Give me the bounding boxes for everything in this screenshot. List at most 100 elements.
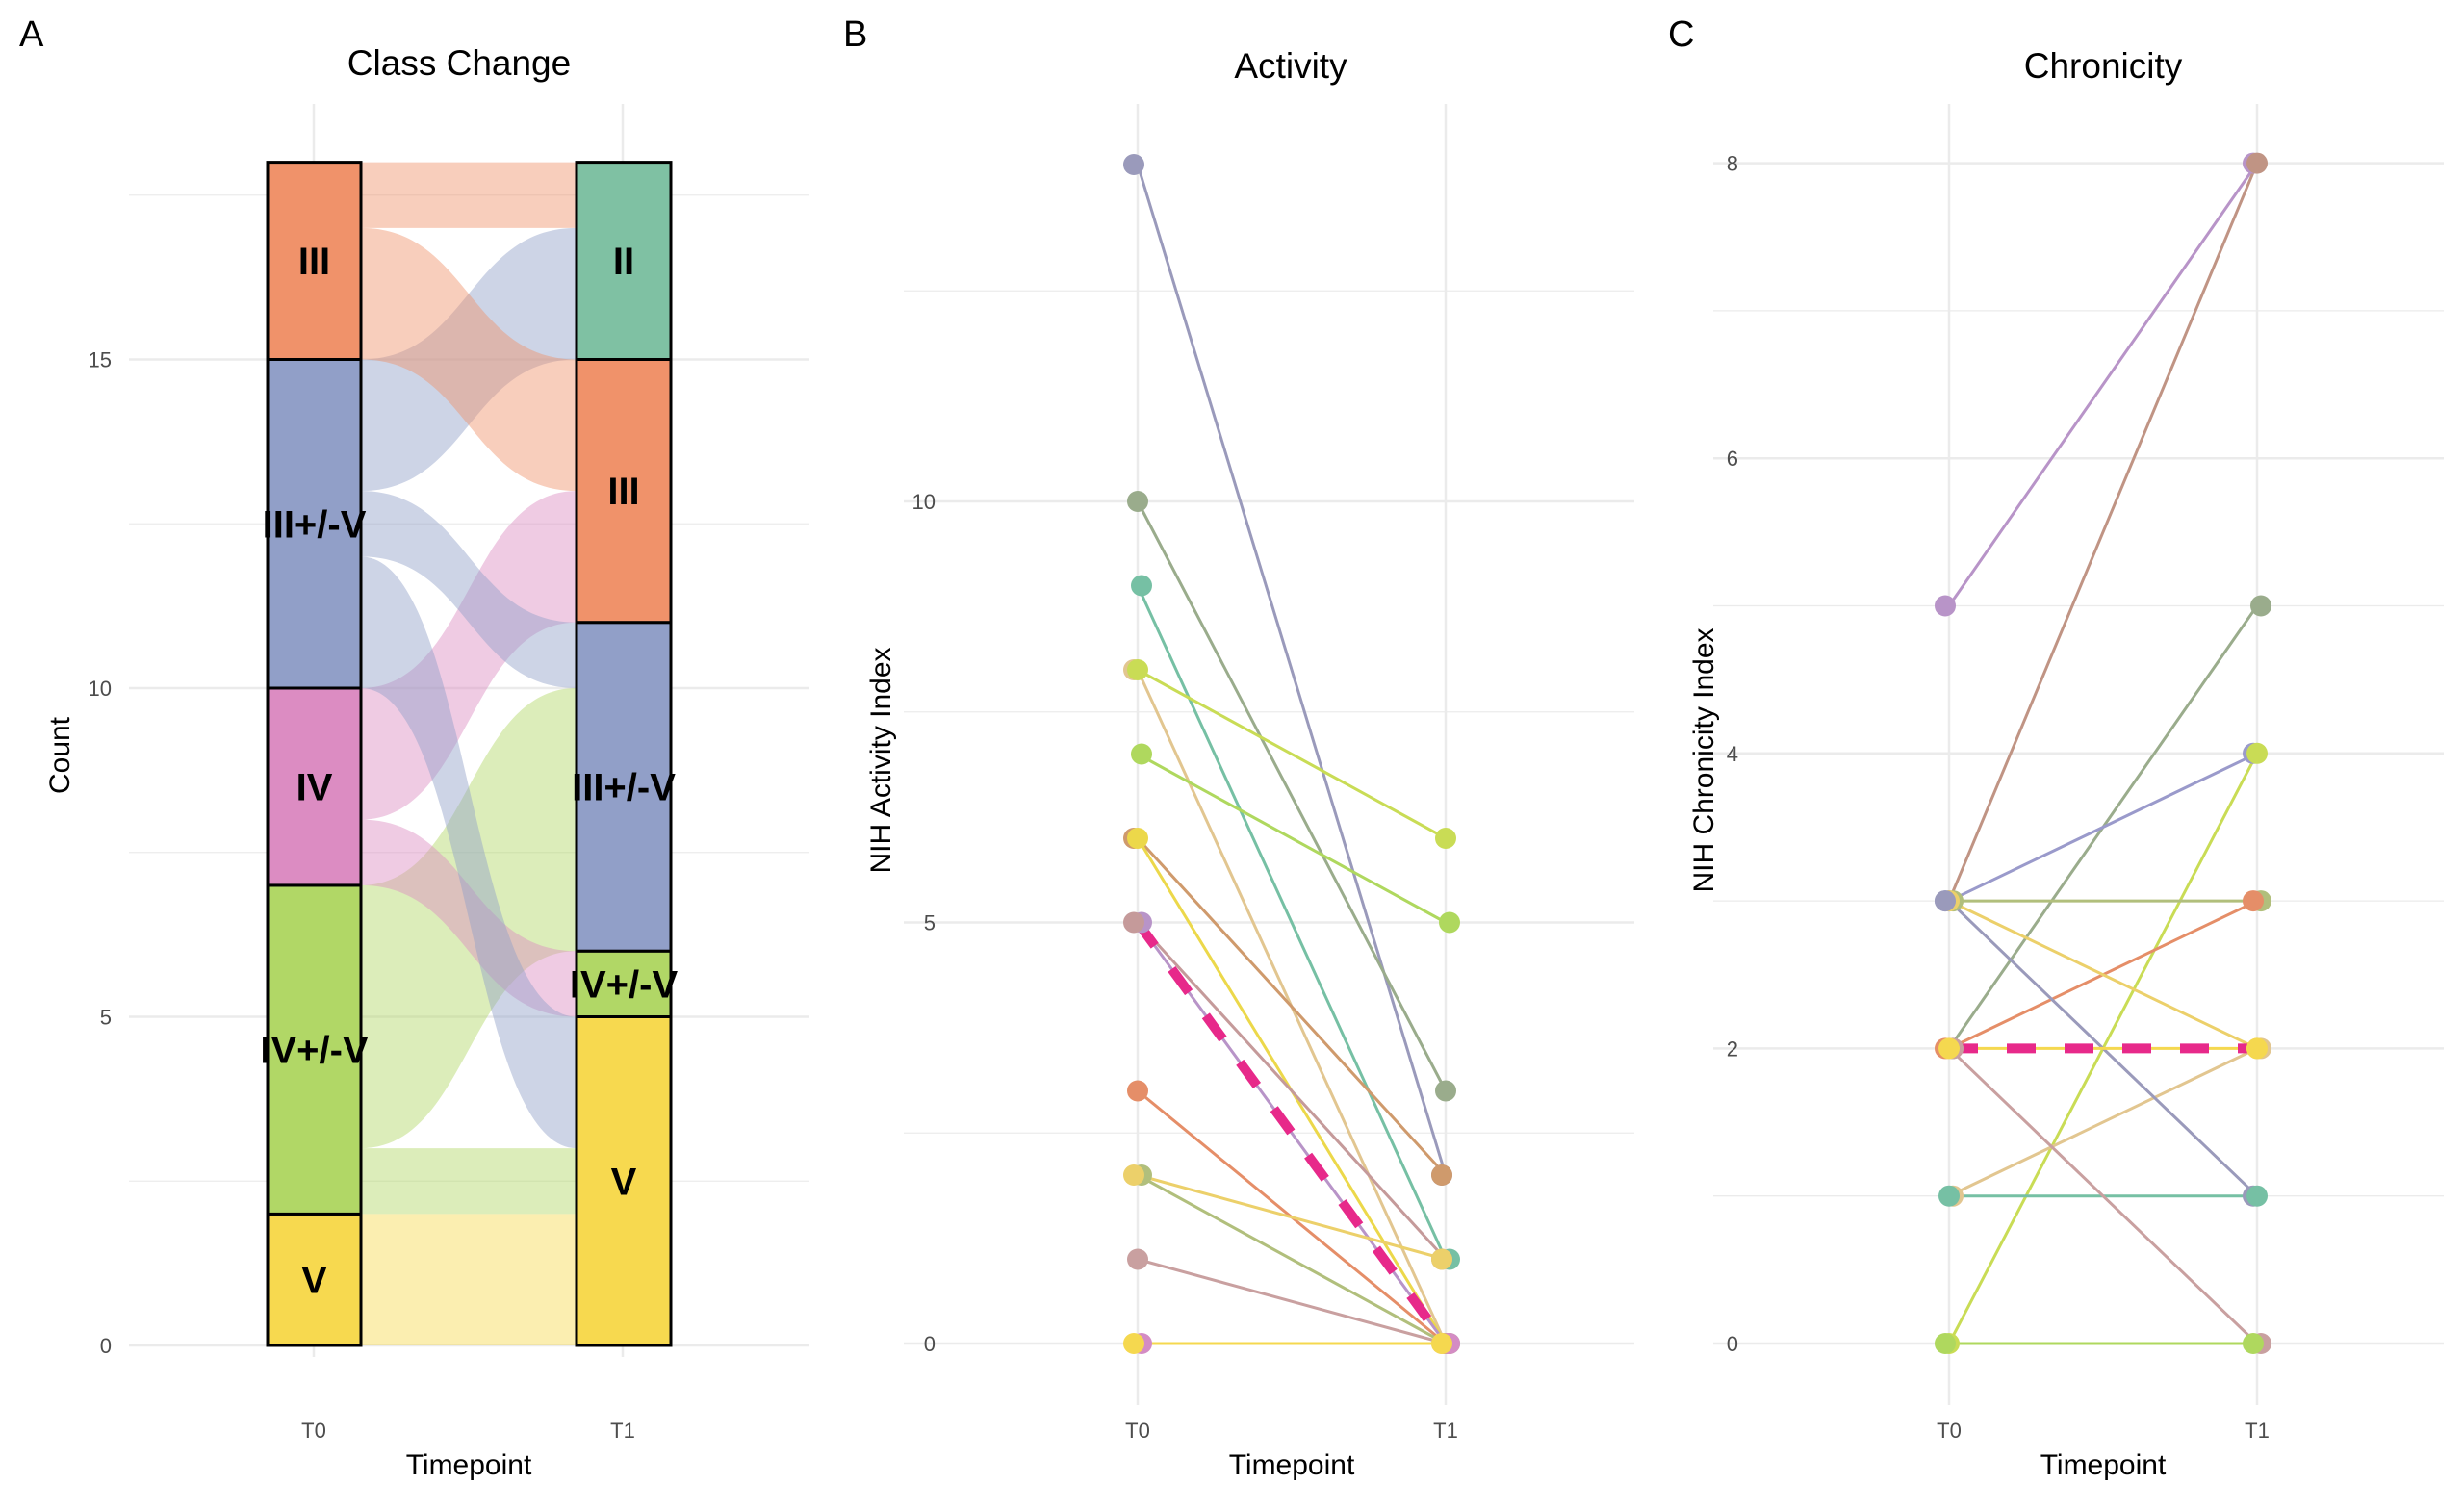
data-point bbox=[1127, 491, 1148, 512]
y-tick-label: 0 bbox=[924, 1332, 936, 1356]
data-point bbox=[1127, 828, 1148, 849]
y-tick-label: 2 bbox=[1727, 1037, 1738, 1061]
x-tick-label: T1 bbox=[1433, 1419, 1458, 1443]
y-tick-label: 4 bbox=[1727, 742, 1738, 766]
stratum-box bbox=[266, 358, 363, 690]
stratum-label: III bbox=[298, 241, 330, 283]
panel-b-activity: 0 5 10 T0 T1 bbox=[904, 104, 1634, 1443]
y-tick-label: 15 bbox=[89, 348, 112, 372]
data-point bbox=[1123, 154, 1144, 175]
flow-ribbon bbox=[361, 688, 577, 1149]
flow-ribbon bbox=[361, 556, 577, 1149]
flow-ribbon bbox=[361, 491, 577, 688]
data-point bbox=[1131, 743, 1152, 765]
data-point bbox=[1127, 659, 1148, 680]
y-tick-label: 5 bbox=[100, 1006, 112, 1030]
panel-c-ylabel: NIH Chronicity Index bbox=[1688, 627, 1720, 892]
flow-ribbon bbox=[361, 1214, 577, 1345]
y-tick-label: 8 bbox=[1727, 152, 1738, 176]
panel-b-xlabel: Timepoint bbox=[1229, 1449, 1355, 1481]
data-point bbox=[2246, 1185, 2268, 1207]
data-point bbox=[2250, 595, 2272, 617]
data-point bbox=[2243, 1333, 2264, 1354]
flow-ribbon bbox=[361, 1148, 577, 1215]
series-line bbox=[1947, 163, 2259, 902]
stratum-label: II bbox=[613, 241, 634, 283]
series-line bbox=[1136, 921, 1448, 1261]
series-line bbox=[1948, 899, 2258, 1050]
panel-a-ylabel: Count bbox=[44, 716, 76, 794]
stratum-box bbox=[266, 161, 363, 361]
data-point bbox=[1935, 1333, 1956, 1354]
data-point bbox=[1935, 890, 1956, 912]
stratum-label: III+/-V bbox=[263, 503, 367, 546]
series-line bbox=[1947, 1047, 2259, 1345]
panel-a-alluvial: 0 5 10 15 T0 T1 V IV+/-V IV III+/-V III V IV+/-V III+… bbox=[89, 104, 809, 1443]
stratum-box bbox=[575, 621, 673, 953]
x-tick-label: T0 bbox=[1125, 1419, 1150, 1443]
x-tick-label: T0 bbox=[301, 1419, 326, 1443]
y-tick-label: 0 bbox=[1727, 1332, 1738, 1356]
stratum-label: IV+/-V bbox=[260, 1030, 369, 1072]
stratum-box bbox=[575, 358, 673, 625]
y-tick-label: 0 bbox=[100, 1334, 112, 1358]
panel-c-chronicity: 0 2 4 6 8 T0 T1 bbox=[1713, 104, 2444, 1443]
data-point bbox=[1435, 1080, 1456, 1102]
panel-c-xlabel: Timepoint bbox=[2040, 1449, 2167, 1481]
data-point bbox=[1123, 911, 1144, 934]
series-line bbox=[1136, 500, 1448, 1092]
series-line bbox=[1137, 1258, 1447, 1345]
stratum-box bbox=[575, 1015, 673, 1347]
data-point bbox=[1127, 1248, 1148, 1270]
series-line bbox=[1136, 921, 1448, 1344]
panel-b-title: Activity bbox=[1234, 46, 1348, 86]
data-point bbox=[1431, 1164, 1452, 1186]
y-tick-label: 10 bbox=[89, 677, 112, 701]
series-line bbox=[1137, 1173, 1447, 1345]
data-point bbox=[1431, 1333, 1452, 1354]
panel-c-title: Chronicity bbox=[2024, 46, 2183, 86]
x-tick-label: T0 bbox=[1937, 1419, 1962, 1443]
stratum-label: V bbox=[611, 1161, 637, 1203]
series-line bbox=[1137, 668, 1447, 840]
data-point bbox=[2246, 1037, 2268, 1060]
x-tick-label: T1 bbox=[2245, 1419, 2270, 1443]
series-line bbox=[1948, 752, 2258, 903]
panel-a-xlabel: Timepoint bbox=[406, 1449, 532, 1481]
panel-a-title: Class Change bbox=[347, 43, 571, 83]
series-line bbox=[1948, 1047, 2258, 1198]
flow-ribbon bbox=[361, 819, 577, 1017]
panel-b-ylabel: NIH Activity Index bbox=[865, 647, 897, 873]
y-tick-label: 10 bbox=[912, 490, 936, 514]
flow-ribbon bbox=[361, 227, 577, 492]
data-point bbox=[1439, 911, 1460, 934]
data-point bbox=[1938, 1037, 1960, 1060]
flow-ribbon bbox=[361, 162, 577, 228]
data-point bbox=[2246, 152, 2268, 174]
data-point bbox=[1131, 575, 1152, 597]
series-line bbox=[1947, 162, 2259, 607]
data-point bbox=[1127, 1080, 1148, 1102]
stratum-label: III+/-V bbox=[572, 766, 676, 808]
flow-ribbon bbox=[361, 491, 577, 820]
flow-ribbon bbox=[361, 227, 577, 492]
data-point bbox=[1431, 1248, 1452, 1270]
y-tick-label: 6 bbox=[1727, 447, 1738, 471]
series-line bbox=[1137, 753, 1447, 924]
series-line bbox=[1137, 1173, 1447, 1261]
data-point bbox=[1938, 1185, 1960, 1207]
series-line bbox=[1136, 836, 1448, 1177]
stratum-label: IV+/-V bbox=[570, 963, 679, 1006]
data-point bbox=[2246, 742, 2268, 764]
stratum-label: IV bbox=[296, 766, 333, 808]
x-tick-label: T1 bbox=[610, 1419, 635, 1443]
stratum-label: III bbox=[607, 471, 639, 513]
panel-letter-b: B bbox=[843, 14, 867, 55]
panel-letter-c: C bbox=[1668, 14, 1694, 55]
stratum-label: V bbox=[301, 1260, 327, 1302]
data-point bbox=[2243, 890, 2264, 912]
data-point bbox=[1435, 828, 1456, 849]
y-tick-label: 5 bbox=[924, 911, 936, 935]
panel-letter-a: A bbox=[19, 14, 44, 55]
